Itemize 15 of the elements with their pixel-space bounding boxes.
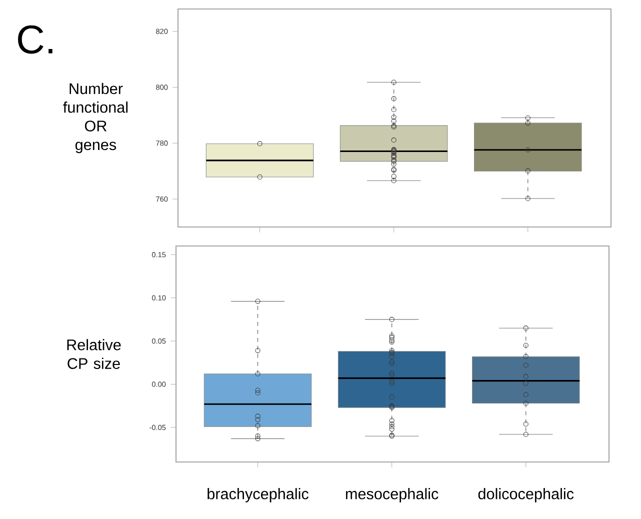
point — [391, 118, 396, 124]
point — [391, 107, 396, 112]
x-tick-label: dolicocephalic — [478, 488, 574, 502]
point — [391, 162, 396, 167]
text: C. — [18, 25, 52, 54]
point — [391, 174, 396, 179]
point — [391, 114, 396, 120]
y-axis-title: Number functional OR genes — [63, 82, 128, 154]
point — [391, 138, 396, 143]
point — [391, 96, 396, 102]
x-tick-label: mesocephalic — [346, 488, 438, 502]
x-tick-label: brachycephalic — [208, 488, 308, 502]
point — [391, 178, 396, 184]
y-axis-title: Relative CP size — [67, 339, 121, 369]
point — [391, 80, 396, 85]
